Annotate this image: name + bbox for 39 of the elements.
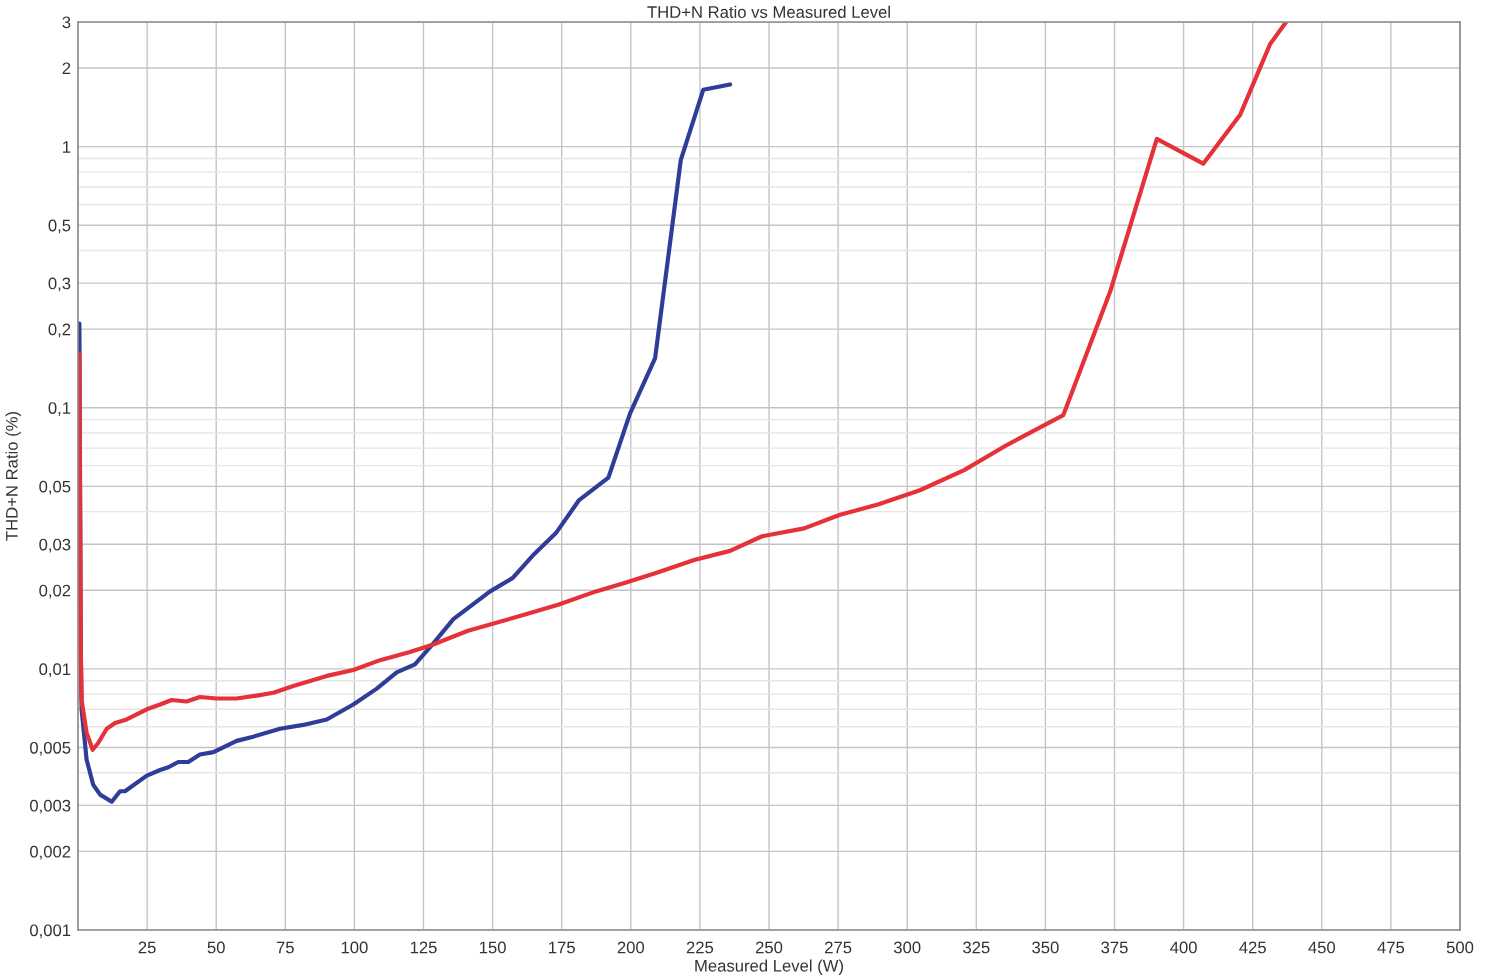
y-axis-title: THD+N Ratio (%)	[5, 411, 22, 541]
x-tick-label: 450	[1308, 941, 1336, 954]
y-tick-label: 0,1	[48, 402, 71, 416]
y-tick-label: 0,05	[39, 480, 71, 495]
line-series	[78, 22, 1289, 752]
x-tick-label: 275	[825, 941, 852, 954]
y-tick-label: 0,02	[39, 584, 71, 599]
x-tick-label: 50	[207, 941, 225, 954]
y-tick-label: 0,03	[39, 538, 71, 553]
x-tick-label: 200	[617, 941, 645, 954]
y-tick-label: 0,01	[39, 663, 71, 678]
x-tick-label: 75	[276, 941, 294, 954]
x-tick-label: 250	[755, 941, 783, 954]
x-tick-label: 350	[1032, 941, 1059, 954]
x-tick-label: 150	[479, 941, 506, 954]
y-tick-label: 2	[62, 62, 71, 75]
y-tick-label: 1	[63, 141, 71, 153]
x-tick-label: 175	[549, 941, 575, 954]
chart-title: THD+N Ratio vs Measured Level	[647, 5, 890, 18]
x-tick-label: 225	[686, 941, 714, 954]
x-tick-label: 300	[893, 941, 921, 954]
x-axis-title: Measured Level (W)	[695, 959, 843, 975]
x-tick-label: 475	[1377, 941, 1405, 954]
y-tick-label: 0,5	[48, 219, 71, 234]
x-tick-label: 125	[410, 941, 437, 954]
y-tick-label: 0,003	[30, 799, 71, 814]
x-tick-label: 325	[963, 941, 990, 954]
y-tick-label: 3	[62, 16, 71, 29]
y-tick-label: 0,3	[48, 277, 71, 292]
x-tick-label: 100	[341, 941, 368, 954]
y-tick-label: 0,001	[30, 924, 71, 939]
y-tick-label: 0,2	[48, 323, 71, 338]
y-tick-label: 0,005	[30, 741, 71, 756]
x-tick-label: 500	[1446, 941, 1474, 954]
x-tick-label: 25	[138, 941, 156, 954]
x-tick-label: 375	[1101, 941, 1128, 954]
x-tick-label: 425	[1239, 941, 1266, 954]
y-tick-label: 0,002	[30, 845, 71, 860]
x-tick-label: 400	[1170, 941, 1197, 954]
